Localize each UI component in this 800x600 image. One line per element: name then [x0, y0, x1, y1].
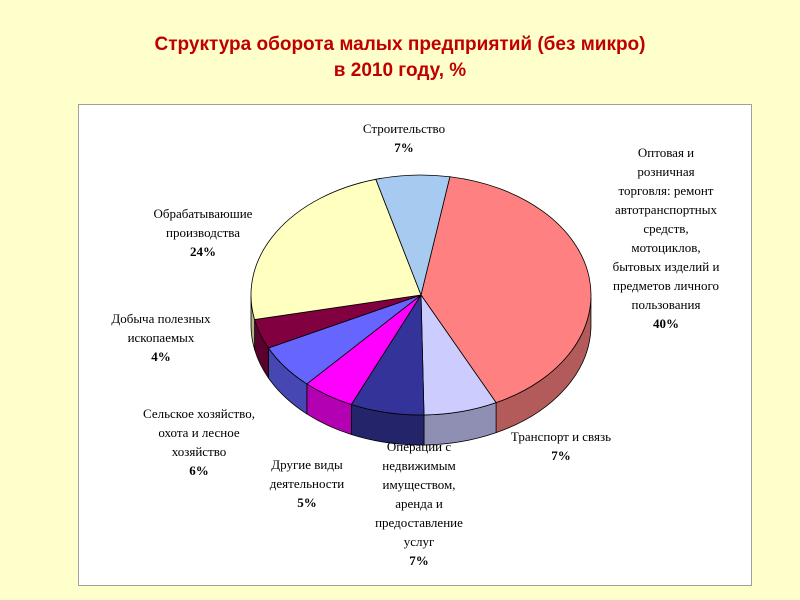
- slice-label-5-line-0: Добыча полезных: [111, 311, 211, 326]
- slice-label-2-line-3: аренда и: [395, 496, 443, 511]
- slice-label-1-line-0: Транспорт и связь: [511, 429, 611, 444]
- slice-label-5: Добыча полезных ископаемых 4%: [111, 311, 211, 364]
- slice-label-4-line-2: хозяйство: [172, 444, 227, 459]
- slice-label-0: Оптовая и розничная торговля: ремонт автотр…: [613, 145, 720, 331]
- slice-pct-3: 5%: [297, 495, 317, 510]
- slice-label-0-line-1: розничная: [637, 164, 694, 179]
- slice-label-4-line-0: Сельское хозяйство,: [143, 406, 255, 421]
- pie-slice-0: [420, 176, 592, 404]
- slice-label-6-line-1: производства: [166, 225, 240, 240]
- slice-label-0-line-7: предметов личного: [613, 278, 719, 293]
- plot-area: Оптовая и розничная торговля: ремонт автотр…: [78, 104, 752, 586]
- slice-pct-7: 7%: [394, 140, 414, 155]
- slice-label-2-line-5: услуг: [404, 534, 435, 549]
- slice-label-6: Обрабатываюшие производства 24%: [154, 206, 253, 259]
- slice-label-4: Сельское хозяйство, охота и лесное хозяйст…: [143, 406, 255, 478]
- slice-label-0-line-8: пользования: [632, 297, 701, 312]
- slice-label-7-line-0: Строительство: [363, 121, 445, 136]
- pie-slices: [250, 174, 592, 416]
- slice-label-0-line-5: мотоциклов,: [631, 240, 700, 255]
- slice-label-2-line-1: недвижимым: [382, 458, 455, 473]
- slice-pct-6: 24%: [190, 244, 216, 259]
- slice-label-2: Операции с недвижимым имуществом, аренда и п…: [375, 439, 463, 568]
- slice-label-3-line-0: Другие виды: [271, 457, 343, 472]
- chart-title: Структура оборота малых предприятий (без…: [0, 32, 800, 84]
- slice-label-2-line-4: предоставление: [375, 515, 463, 530]
- slice-label-2-line-0: Операции с: [387, 439, 452, 454]
- slice-label-5-line-1: ископаемых: [128, 330, 195, 345]
- slice-label-4-line-1: охота и лесное: [158, 425, 240, 440]
- slice-label-0-line-6: бытовых изделий и: [613, 259, 720, 274]
- slice-label-0-line-0: Оптовая и: [638, 145, 694, 160]
- slice-pct-2: 7%: [409, 553, 429, 568]
- chart-title-line1: Структура оборота малых предприятий (без…: [154, 34, 646, 55]
- slice-label-3: Другие виды деятельности 5%: [270, 457, 344, 510]
- slice-label-7: Строительство 7%: [363, 121, 445, 155]
- slice-label-2-line-2: имуществом,: [382, 477, 455, 492]
- pie-slice-7: [375, 174, 451, 297]
- slice-label-6-line-0: Обрабатываюшие: [154, 206, 253, 221]
- pie-slice-6: [250, 178, 422, 321]
- pie-chart: Оптовая и розничная торговля: ремонт автотр…: [111, 121, 719, 568]
- slice-pct-0: 40%: [653, 316, 679, 331]
- slice-pct-5: 4%: [151, 349, 171, 364]
- slice-label-0-line-2: торговля: ремонт: [619, 183, 714, 198]
- pie-labels: Оптовая и розничная торговля: ремонт автотр…: [111, 121, 719, 568]
- chart-title-line2: в 2010 году, %: [333, 60, 467, 81]
- slice-label-0-line-4: средств,: [643, 221, 688, 236]
- slice-label-1: Транспорт и связь 7%: [511, 429, 611, 463]
- slice-pct-1: 7%: [551, 448, 571, 463]
- slice-label-3-line-1: деятельности: [270, 476, 344, 491]
- slice-label-0-line-3: автотранспортных: [615, 202, 717, 217]
- slice-pct-4: 6%: [189, 463, 209, 478]
